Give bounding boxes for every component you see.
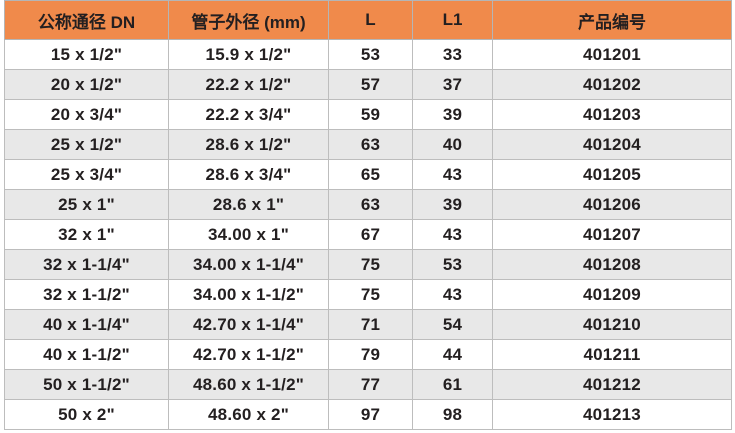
- cell-l: 79: [328, 339, 413, 370]
- cell-od: 42.70 x 1-1/2": [168, 339, 329, 370]
- column-l-header: L: [328, 0, 413, 40]
- cell-dn: 25 x 3/4": [4, 159, 169, 190]
- column-l1-header: L1: [412, 0, 493, 40]
- cell-l1: 39: [412, 189, 493, 220]
- cell-od: 15.9 x 1/2": [168, 39, 329, 70]
- cell-dn: 32 x 1-1/4": [4, 249, 169, 280]
- cell-l: 77: [328, 369, 413, 400]
- cell-dn: 32 x 1-1/2": [4, 279, 169, 310]
- table-header: 公称通径 DN 管子外径 (mm) L L1 产品编号: [4, 0, 732, 40]
- cell-dn: 40 x 1-1/2": [4, 339, 169, 370]
- cell-l1: 43: [412, 219, 493, 250]
- cell-dn: 25 x 1/2": [4, 129, 169, 160]
- table-row: 25 x 1/2" 28.6 x 1/2" 63 40 401204: [4, 129, 732, 160]
- cell-code: 401202: [492, 69, 732, 100]
- cell-od: 28.6 x 1": [168, 189, 329, 220]
- cell-l1: 33: [412, 39, 493, 70]
- cell-dn: 50 x 2": [4, 399, 169, 430]
- cell-code: 401204: [492, 129, 732, 160]
- table-row: 25 x 1" 28.6 x 1" 63 39 401206: [4, 189, 732, 220]
- cell-code: 401207: [492, 219, 732, 250]
- cell-l: 65: [328, 159, 413, 190]
- cell-code: 401209: [492, 279, 732, 310]
- cell-l1: 44: [412, 339, 493, 370]
- column-product-code-header: 产品编号: [492, 0, 732, 40]
- cell-code: 401213: [492, 399, 732, 430]
- cell-l: 75: [328, 279, 413, 310]
- cell-od: 28.6 x 1/2": [168, 129, 329, 160]
- cell-od: 34.00 x 1": [168, 219, 329, 250]
- cell-l1: 40: [412, 129, 493, 160]
- cell-code: 401201: [492, 39, 732, 70]
- cell-dn: 25 x 1": [4, 189, 169, 220]
- cell-l: 67: [328, 219, 413, 250]
- cell-od: 48.60 x 1-1/2": [168, 369, 329, 400]
- table-row: 32 x 1-1/2" 34.00 x 1-1/2" 75 43 401209: [4, 279, 732, 310]
- cell-od: 22.2 x 1/2": [168, 69, 329, 100]
- cell-od: 48.60 x 2": [168, 399, 329, 430]
- cell-l1: 37: [412, 69, 493, 100]
- cell-l: 53: [328, 39, 413, 70]
- cell-l1: 98: [412, 399, 493, 430]
- cell-dn: 32 x 1": [4, 219, 169, 250]
- cell-l: 59: [328, 99, 413, 130]
- cell-dn: 20 x 3/4": [4, 99, 169, 130]
- table-row: 32 x 1-1/4" 34.00 x 1-1/4" 75 53 401208: [4, 249, 732, 280]
- cell-code: 401205: [492, 159, 732, 190]
- table-body: 15 x 1/2" 15.9 x 1/2" 53 33 401201 20 x 1/2" 2…: [4, 39, 732, 430]
- cell-l1: 39: [412, 99, 493, 130]
- cell-dn: 50 x 1-1/2": [4, 369, 169, 400]
- cell-l: 71: [328, 309, 413, 340]
- cell-l: 63: [328, 129, 413, 160]
- cell-l: 57: [328, 69, 413, 100]
- table-row: 25 x 3/4" 28.6 x 3/4" 65 43 401205: [4, 159, 732, 190]
- table-row: 15 x 1/2" 15.9 x 1/2" 53 33 401201: [4, 39, 732, 70]
- cell-l: 97: [328, 399, 413, 430]
- cell-dn: 20 x 1/2": [4, 69, 169, 100]
- cell-od: 34.00 x 1-1/4": [168, 249, 329, 280]
- table-row: 40 x 1-1/2" 42.70 x 1-1/2" 79 44 401211: [4, 339, 732, 370]
- cell-code: 401208: [492, 249, 732, 280]
- cell-l: 75: [328, 249, 413, 280]
- table-row: 20 x 3/4" 22.2 x 3/4" 59 39 401203: [4, 99, 732, 130]
- cell-l1: 43: [412, 159, 493, 190]
- cell-od: 42.70 x 1-1/4": [168, 309, 329, 340]
- table-row: 32 x 1" 34.00 x 1" 67 43 401207: [4, 219, 732, 250]
- cell-dn: 15 x 1/2": [4, 39, 169, 70]
- table-row: 40 x 1-1/4" 42.70 x 1-1/4" 71 54 401210: [4, 309, 732, 340]
- table-row: 50 x 2" 48.60 x 2" 97 98 401213: [4, 399, 732, 430]
- cell-code: 401203: [492, 99, 732, 130]
- cell-dn: 40 x 1-1/4": [4, 309, 169, 340]
- column-nominal-diameter-header: 公称通径 DN: [4, 0, 169, 40]
- cell-l1: 53: [412, 249, 493, 280]
- cell-code: 401212: [492, 369, 732, 400]
- table-row: 20 x 1/2" 22.2 x 1/2" 57 37 401202: [4, 69, 732, 100]
- cell-l1: 61: [412, 369, 493, 400]
- cell-l1: 43: [412, 279, 493, 310]
- column-pipe-outer-diameter-header: 管子外径 (mm): [168, 0, 329, 40]
- table-header-row: 公称通径 DN 管子外径 (mm) L L1 产品编号: [4, 0, 732, 40]
- cell-code: 401206: [492, 189, 732, 220]
- cell-code: 401211: [492, 339, 732, 370]
- table-row: 50 x 1-1/2" 48.60 x 1-1/2" 77 61 401212: [4, 369, 732, 400]
- cell-od: 22.2 x 3/4": [168, 99, 329, 130]
- cell-l1: 54: [412, 309, 493, 340]
- cell-code: 401210: [492, 309, 732, 340]
- cell-l: 63: [328, 189, 413, 220]
- cell-od: 28.6 x 3/4": [168, 159, 329, 190]
- pipe-fitting-spec-table: 公称通径 DN 管子外径 (mm) L L1 产品编号 15 x 1/2" 15.9 x …: [4, 0, 732, 430]
- cell-od: 34.00 x 1-1/2": [168, 279, 329, 310]
